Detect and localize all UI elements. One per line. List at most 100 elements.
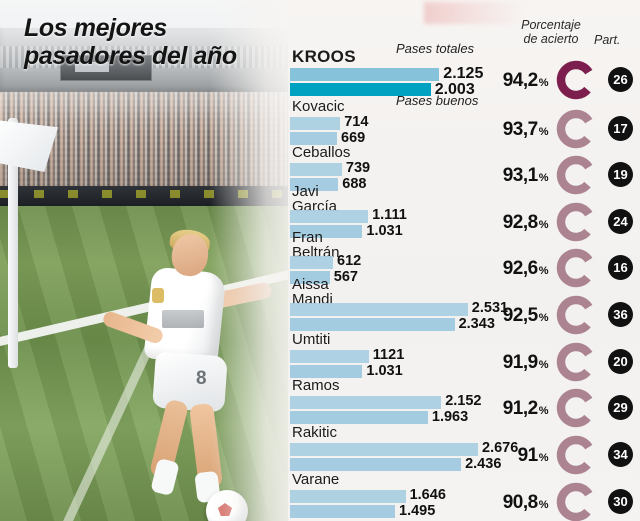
- header-accuracy: Porcentaje de acierto: [512, 18, 590, 46]
- bar-total-passes[interactable]: [290, 117, 341, 130]
- player-name: Rakitic: [292, 424, 338, 441]
- matches-badge: 20: [608, 349, 633, 374]
- matches-badge: 30: [608, 489, 633, 514]
- player-name: Ramos: [292, 377, 340, 394]
- watermark: [424, 2, 524, 24]
- matches-badge: 36: [608, 302, 633, 327]
- bar-good-passes[interactable]: [290, 178, 339, 191]
- bar-total-passes[interactable]: [290, 210, 369, 223]
- accuracy-donut: [556, 295, 596, 335]
- bar-total-passes[interactable]: [290, 490, 406, 503]
- bar-total-passes[interactable]: [290, 256, 333, 269]
- bar-total-passes[interactable]: [290, 68, 440, 81]
- value-good-passes: 1.031: [366, 363, 403, 379]
- player-name: Varane: [292, 471, 340, 488]
- bar-total-passes[interactable]: [290, 396, 442, 409]
- value-total-passes: 2.125: [443, 65, 484, 82]
- matches-badge: 34: [608, 442, 633, 467]
- value-total-passes: 1.111: [372, 207, 407, 223]
- bar-good-passes[interactable]: [290, 225, 363, 238]
- accuracy-percent: 91,2%: [502, 398, 549, 419]
- value-total-passes: 2.152: [445, 393, 482, 409]
- player-name: Ceballos: [292, 144, 351, 161]
- accuracy-percent: 92,5%: [502, 305, 549, 326]
- value-total-passes: 1121: [372, 347, 405, 363]
- accuracy-donut: [556, 202, 596, 242]
- value-good-passes: 2.436: [465, 456, 502, 472]
- bar-total-passes[interactable]: [290, 163, 342, 176]
- bar-total-passes[interactable]: [290, 443, 478, 456]
- value-good-passes: 2.343: [458, 316, 495, 332]
- player-photo: 8: [0, 0, 300, 521]
- accuracy-percent: 91,9%: [502, 352, 549, 373]
- accuracy-percent: 92,8%: [502, 212, 549, 233]
- percent-unit: %: [538, 172, 549, 184]
- jersey-sponsor: [162, 310, 204, 328]
- accuracy-percent: 91%: [517, 445, 549, 466]
- bar-total-passes[interactable]: [290, 303, 468, 316]
- player-name: Umtiti: [292, 331, 331, 348]
- accuracy-percent: 92,6%: [502, 258, 549, 279]
- value-total-passes: 1.646: [409, 487, 446, 503]
- bar-good-passes[interactable]: [290, 505, 395, 518]
- percent-unit: %: [538, 452, 549, 464]
- accuracy-donut: [556, 388, 596, 428]
- player-name: KROOS: [292, 47, 356, 66]
- bar-good-passes[interactable]: [290, 365, 363, 378]
- matches-badge: 19: [608, 162, 633, 187]
- bar-good-passes[interactable]: [290, 132, 337, 145]
- value-total-passes: 2.531: [471, 300, 509, 316]
- photo-right-fade: [210, 0, 300, 521]
- header-accuracy-line1: Porcentaje: [521, 18, 581, 32]
- page-title: Los mejores pasadores del año: [24, 14, 292, 70]
- accuracy-percent: 90,8%: [502, 492, 549, 513]
- value-good-passes: 1.963: [431, 409, 469, 425]
- value-good-passes: 2.003: [434, 81, 475, 98]
- bar-good-passes[interactable]: [290, 458, 462, 471]
- percent-unit: %: [538, 77, 549, 89]
- accuracy-donut: [556, 60, 596, 100]
- accuracy-donut: [556, 248, 596, 288]
- matches-badge: 29: [608, 395, 633, 420]
- percent-unit: %: [538, 219, 549, 231]
- percent-unit: %: [538, 359, 549, 371]
- legend-good-passes: Pases buenos: [396, 93, 479, 108]
- jersey-number: 8: [196, 368, 207, 389]
- value-total-passes: 2.676: [482, 440, 519, 456]
- percent-unit: %: [538, 126, 549, 138]
- percent-unit: %: [538, 312, 549, 324]
- bar-total-passes[interactable]: [290, 350, 369, 363]
- value-good-passes: 669: [341, 130, 366, 146]
- value-good-passes: 1.495: [399, 503, 436, 519]
- matches-badge: 16: [608, 255, 633, 280]
- bar-good-passes[interactable]: [290, 271, 330, 284]
- bar-good-passes[interactable]: [290, 318, 455, 331]
- accuracy-donut: [556, 155, 596, 195]
- value-good-passes: 1.031: [366, 223, 403, 239]
- value-total-passes: 612: [337, 253, 362, 269]
- accuracy-percent: 93,7%: [502, 119, 549, 140]
- page-title-line1: Los mejores: [24, 14, 167, 42]
- header-accuracy-line2: de acierto: [523, 32, 579, 46]
- percent-unit: %: [538, 405, 549, 417]
- accuracy-percent: 94,2%: [502, 70, 549, 91]
- page-title-line2: pasadores del año: [24, 42, 237, 70]
- bar-good-passes[interactable]: [290, 83, 431, 96]
- accuracy-donut: [556, 109, 596, 149]
- value-total-passes: 739: [345, 160, 371, 176]
- jersey-crest: [152, 288, 164, 303]
- accuracy-donut: [556, 342, 596, 382]
- header-matches: Part.: [594, 33, 621, 47]
- value-good-passes: 567: [333, 269, 358, 285]
- matches-badge: 26: [608, 67, 633, 92]
- value-total-passes: 714: [344, 114, 369, 130]
- player-name: Kovacic: [292, 98, 345, 115]
- accuracy-donut: [556, 435, 596, 475]
- corner-flag-pole: [8, 118, 18, 368]
- matches-badge: 24: [608, 209, 633, 234]
- bar-good-passes[interactable]: [290, 411, 428, 424]
- accuracy-percent: 93,1%: [502, 165, 549, 186]
- accuracy-donut: [556, 482, 596, 521]
- matches-badge: 17: [608, 116, 633, 141]
